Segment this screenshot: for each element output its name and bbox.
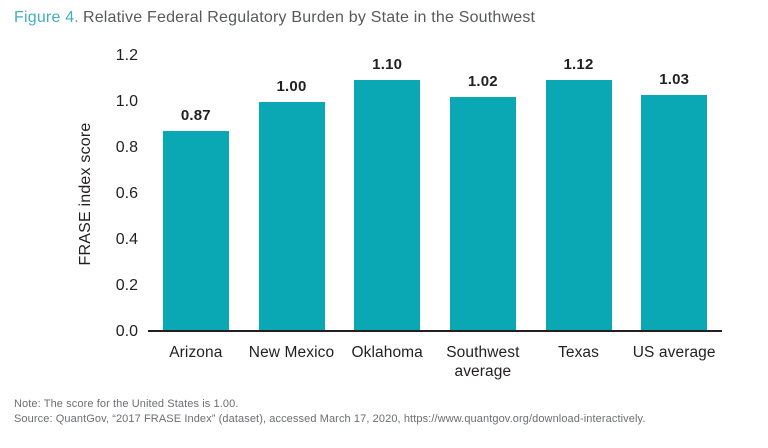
y-tick-label: 0.6 — [115, 185, 138, 202]
bar-group: 1.12 — [531, 56, 627, 330]
x-category-label: US average — [632, 344, 716, 361]
bar — [449, 97, 516, 330]
x-category-label: Oklahoma — [351, 344, 423, 361]
y-tick-label: 1.2 — [115, 47, 138, 64]
x-category-label: Arizona — [169, 344, 223, 361]
y-tick-label: 1.0 — [115, 93, 138, 110]
y-axis-title: FRASE index score — [77, 122, 94, 266]
y-tick-label: 0.8 — [115, 139, 138, 156]
note-text: Note: The score for the United States is… — [14, 398, 239, 410]
bar — [258, 101, 325, 330]
bar-group: 1.10 — [339, 56, 435, 330]
bar-value-label: 1.03 — [659, 70, 690, 88]
x-category-label: New Mexico — [248, 344, 335, 361]
y-tick-label: 0.2 — [115, 277, 138, 294]
footnotes: Note: The score for the United States is… — [14, 397, 645, 427]
bar-value-label: 1.00 — [276, 77, 307, 95]
bar — [641, 94, 708, 330]
bar-chart: FRASE index score 0.0 0.2 0.4 0.6 0.8 1.0 1.2 … — [77, 47, 722, 380]
bar-value-label: 1.10 — [372, 56, 403, 73]
bar-value-label: 1.02 — [467, 73, 498, 91]
bar — [354, 80, 421, 330]
figure-title-text: Relative Federal Regulatory Burden by St… — [82, 9, 536, 26]
x-axis: Arizona New Mexico Oklahoma Southwest avera… — [148, 332, 722, 381]
bar-group: 1.03 — [626, 56, 722, 330]
plot-area: 0.87 1.00 1.10 1.02 1.12 1.03 — [148, 56, 722, 332]
bar-group: 0.87 — [148, 56, 244, 330]
y-tick-label: 0.0 — [115, 323, 138, 340]
bar — [545, 80, 612, 330]
x-category-label: Texas — [558, 344, 600, 361]
x-category-label: Southwest average — [446, 344, 520, 380]
figure-title: Figure 4. Relative Federal Regulatory Bur… — [14, 9, 535, 27]
bar-value-label: 1.12 — [563, 56, 594, 73]
bar-group: 1.02 — [435, 56, 531, 330]
bar-group: 1.00 — [244, 56, 340, 330]
source-text: Source: QuantGov, “2017 FRASE Index” (da… — [14, 413, 646, 425]
y-tick-label: 0.4 — [115, 231, 138, 248]
bar-value-label: 0.87 — [180, 107, 211, 125]
figure-label: Figure 4. — [14, 9, 79, 26]
bar — [162, 131, 229, 330]
